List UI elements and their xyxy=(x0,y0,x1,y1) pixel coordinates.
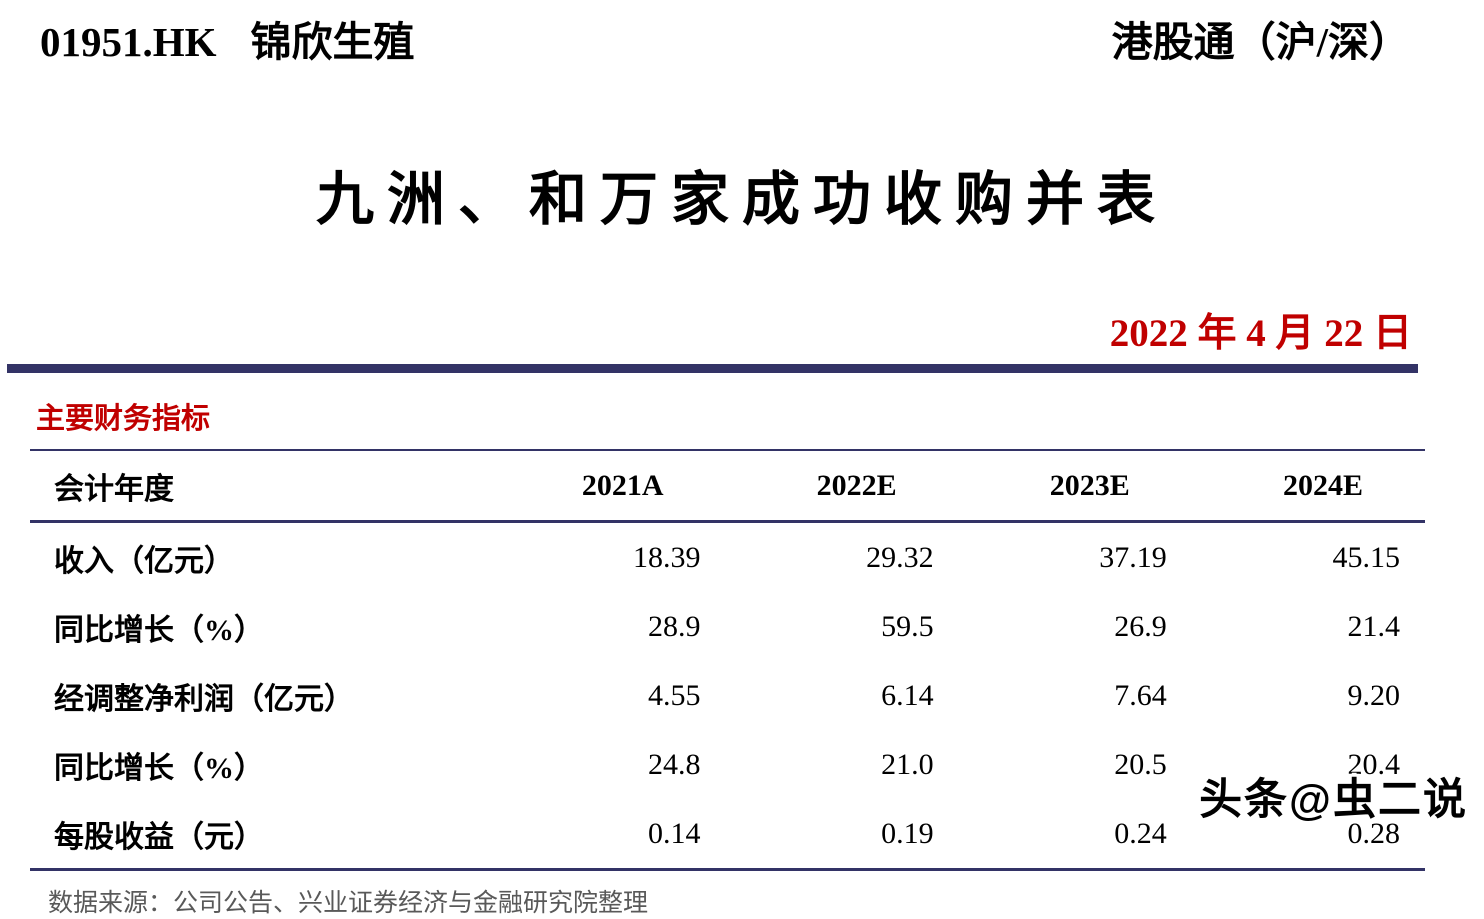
row-label: 同比增长（%） xyxy=(54,752,264,785)
source-note: 数据来源：公司公告、兴业证券经济与金融研究院整理 xyxy=(48,890,649,917)
row-label: 每股收益（元） xyxy=(54,821,264,854)
market-tag: 港股通（沪/深） xyxy=(1111,19,1410,65)
column-header-2024e: 2024E xyxy=(1282,469,1363,502)
report-date: 2022 年 4 月 22 日 xyxy=(1109,312,1412,355)
column-header-2023e: 2023E xyxy=(1049,469,1130,502)
cell-value: 6.14 xyxy=(881,679,934,712)
table-header-row: 会计年度 2021A 2022E 2023E 2024E xyxy=(30,450,1425,522)
cell-value: 7.64 xyxy=(1114,679,1167,712)
cell-value: 4.55 xyxy=(647,679,701,712)
cell-value: 24.8 xyxy=(647,748,701,781)
stock-code: 01951.HK xyxy=(40,19,217,65)
cell-value: 37.19 xyxy=(1099,541,1167,574)
cell-value: 21.0 xyxy=(881,748,934,781)
stock-line: 01951.HK 锦欣生殖 xyxy=(40,8,415,68)
cell-value: 21.4 xyxy=(1347,610,1401,643)
section-heading: 主要财务指标 xyxy=(36,403,211,435)
financial-table: 会计年度 2021A 2022E 2023E 2024E 收入（亿元） 18.3… xyxy=(30,449,1425,871)
cell-value: 26.9 xyxy=(1114,610,1167,643)
cell-value: 0.19 xyxy=(881,817,934,850)
cell-value: 45.15 xyxy=(1332,541,1401,574)
table-row: 同比增长（%） 28.9 59.5 26.9 21.4 xyxy=(30,592,1425,661)
horizontal-rule xyxy=(7,364,1418,373)
cell-value: 18.39 xyxy=(632,541,701,574)
cell-value: 59.5 xyxy=(881,610,934,643)
cell-value: 28.9 xyxy=(647,610,701,643)
cell-value: 9.20 xyxy=(1347,679,1401,712)
row-label: 同比增长（%） xyxy=(54,614,264,647)
report-title: 九洲、和万家成功收购并表 xyxy=(315,167,1168,232)
cell-value: 0.14 xyxy=(647,817,701,850)
cell-value: 20.4 xyxy=(1347,748,1401,781)
column-header-2021a: 2021A xyxy=(581,469,664,502)
cell-value: 20.5 xyxy=(1114,748,1167,781)
watermark: 头条@虫二说 xyxy=(1199,776,1468,824)
company-name: 锦欣生殖 xyxy=(250,19,415,65)
table-row: 经调整净利润（亿元） 4.55 6.14 7.64 9.20 xyxy=(30,661,1425,730)
cell-value: 29.32 xyxy=(866,541,934,574)
cell-value: 0.24 xyxy=(1114,817,1167,850)
document-header: 01951.HK 锦欣生殖 港股通（沪/深） xyxy=(0,0,1484,68)
table-row: 收入（亿元） 18.39 29.32 37.19 45.15 xyxy=(30,522,1425,593)
column-header-fiscal-year: 会计年度 xyxy=(54,473,174,506)
table-row: 同比增长（%） 24.8 21.0 20.5 20.4 xyxy=(30,730,1425,799)
row-label: 经调整净利润（亿元） xyxy=(54,683,354,716)
column-header-2022e: 2022E xyxy=(816,469,897,502)
row-label: 收入（亿元） xyxy=(54,545,234,578)
